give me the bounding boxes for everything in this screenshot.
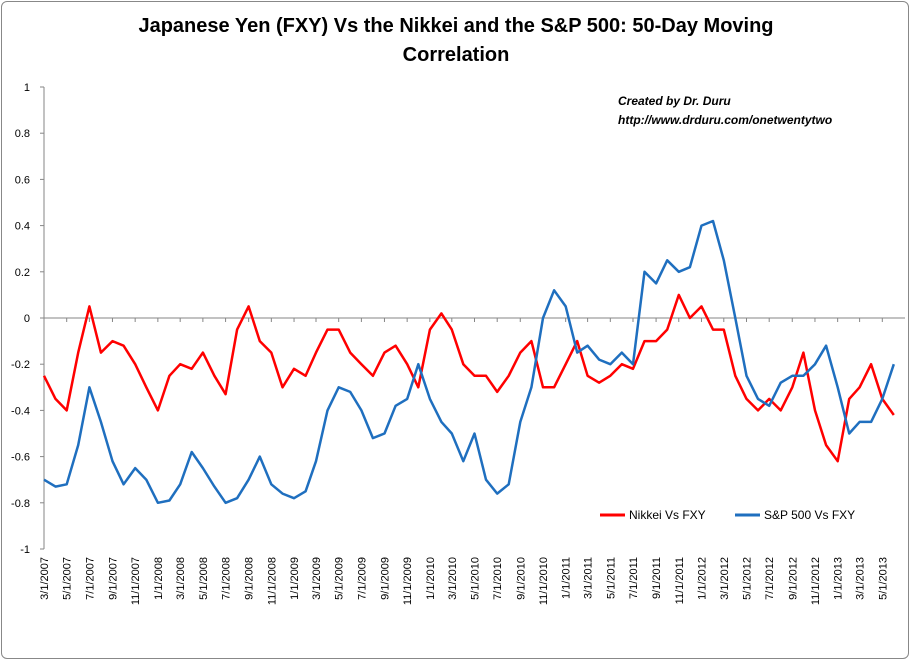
x-tick-label: 5/1/2012 — [741, 557, 753, 600]
x-tick-label: 7/1/2012 — [764, 557, 776, 600]
x-tick-label: 7/1/2011 — [628, 557, 640, 599]
x-tick-label: 7/1/2007 — [84, 557, 96, 600]
x-tick-label: 5/1/2011 — [605, 557, 617, 599]
x-tick-label: 1/1/2012 — [696, 557, 708, 600]
x-tick-label: 7/1/2010 — [492, 557, 504, 600]
legend-label: S&P 500 Vs FXY — [764, 508, 855, 522]
chart-title: Japanese Yen (FXY) Vs the Nikkei and the… — [138, 15, 774, 66]
x-tick-label: 11/1/2012 — [810, 557, 822, 605]
x-tick-label: 7/1/2008 — [221, 557, 233, 600]
y-tick-label: 0.4 — [15, 221, 30, 233]
y-tick-label: -0.2 — [11, 359, 30, 371]
series-line — [42, 293, 895, 463]
x-tick-label: 9/1/2007 — [107, 557, 119, 600]
series-line — [43, 219, 895, 505]
y-tick-label: 0.6 — [15, 174, 30, 186]
x-tick-label: 9/1/2008 — [244, 557, 256, 600]
y-tick-label: -0.8 — [11, 498, 30, 510]
x-tick-label: 1/1/2013 — [833, 557, 845, 600]
x-tick-label: 11/1/2007 — [130, 557, 142, 605]
annotation: Created by Dr. Duru — [618, 94, 731, 108]
x-tick-label: 3/1/2007 — [39, 557, 51, 600]
x-tick-label: 5/1/2009 — [334, 557, 346, 600]
x-tick-label: 1/1/2008 — [153, 557, 165, 600]
y-tick-label: -0.6 — [11, 452, 30, 464]
x-tick-label: 1/1/2011 — [561, 557, 573, 599]
x-tick-label: 3/1/2010 — [447, 557, 459, 600]
legend-label: Nikkei Vs FXY — [629, 508, 706, 522]
x-tick-label: 11/1/2011 — [674, 557, 686, 604]
x-tick-label: 1/1/2010 — [425, 557, 437, 600]
y-tick-label: 0 — [24, 313, 30, 325]
x-tick-label: 3/1/2013 — [855, 557, 867, 600]
x-tick-label: 11/1/2009 — [402, 557, 414, 605]
x-tick-label: 9/1/2011 — [651, 557, 663, 599]
y-tick-label: 0.8 — [15, 128, 30, 140]
x-tick-label: 5/1/2007 — [62, 557, 74, 600]
y-tick-label: 0.2 — [15, 267, 30, 279]
y-tick-label: -0.4 — [11, 405, 30, 417]
x-tick-label: 3/1/2009 — [311, 557, 323, 600]
x-tick-label: 5/1/2010 — [470, 557, 482, 600]
x-tick-label: 7/1/2009 — [356, 557, 368, 600]
x-tick-label: 11/1/2010 — [538, 557, 550, 605]
x-tick-label: 5/1/2013 — [877, 557, 889, 600]
y-tick-label: -1 — [20, 544, 30, 556]
y-tick-label: 1 — [24, 82, 30, 94]
annotation: http://www.drduru.com/onetwentytwo — [618, 113, 832, 127]
x-tick-label: 3/1/2008 — [175, 557, 187, 600]
x-tick-label: 9/1/2012 — [787, 557, 799, 600]
x-tick-label: 1/1/2009 — [289, 557, 301, 600]
x-tick-label: 9/1/2009 — [379, 557, 391, 600]
x-tick-label: 11/1/2008 — [266, 557, 278, 605]
x-tick-label: 3/1/2012 — [719, 557, 731, 600]
x-tick-label: 9/1/2010 — [515, 557, 527, 600]
x-tick-label: 5/1/2008 — [198, 557, 210, 600]
x-tick-label: 3/1/2011 — [583, 557, 595, 599]
